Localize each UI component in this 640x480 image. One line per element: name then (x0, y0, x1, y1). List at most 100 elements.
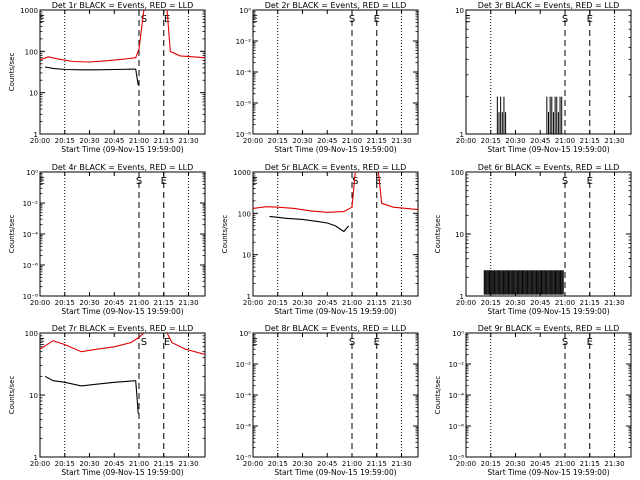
y-tick-label: 10⁻² (449, 361, 465, 369)
marker-e: E (375, 176, 381, 187)
marker-e: E (38, 14, 44, 25)
x-tick-label: 20:15 (55, 299, 75, 307)
x-axis-label: Start Time (09-Nov-15 19:59:00) (61, 307, 183, 316)
x-tick-label: 21:15 (580, 137, 600, 145)
x-tick-label: 21:30 (391, 299, 411, 307)
x-axis-label: Start Time (09-Nov-15 19:59:00) (487, 468, 609, 477)
y-tick-label: 10⁰ (26, 169, 38, 177)
x-tick-label: 20:00 (30, 137, 50, 145)
events-series-line (44, 375, 136, 387)
x-tick-label: 21:00 (555, 137, 575, 145)
x-tick-label: 21:15 (154, 137, 174, 145)
marker-e: E (587, 176, 593, 187)
marker-s: S (562, 14, 568, 25)
marker-e: E (374, 14, 380, 25)
marker-e: E (587, 14, 593, 25)
y-tick-label: 10⁻⁶ (236, 100, 252, 108)
y-tick-label: 10 (455, 7, 464, 15)
y-tick-label: 10⁻⁶ (449, 423, 465, 431)
marker-s: S (352, 176, 358, 187)
chart-title: Det 1r BLACK = Events, RED = LLD (52, 1, 194, 10)
y-tick-label: 10 (29, 90, 38, 98)
y-tick-label: 1 (34, 131, 38, 139)
x-tick-label: 20:45 (317, 460, 337, 468)
chart-panel-6: Det 6r BLACK = Events, RED = LLD 20:00 20:… (434, 163, 632, 316)
series-layer (483, 270, 564, 295)
marker-e: E (251, 176, 257, 187)
x-tick-label: 21:15 (580, 460, 600, 468)
chart-panel-1: Det 1r BLACK = Events, RED = LLD 20:00 20:… (8, 1, 206, 154)
x-tick-label: 21:00 (555, 299, 575, 307)
x-tick-label: 20:30 (505, 299, 525, 307)
x-tick-label: 21:15 (367, 460, 387, 468)
x-tick-label: 20:00 (243, 137, 263, 145)
y-tick-label: 10⁻⁴ (236, 69, 252, 77)
y-tick-label: 10 (29, 392, 38, 400)
x-axis-label: Start Time (09-Nov-15 19:59:00) (274, 468, 396, 477)
x-tick-label: 21:30 (178, 137, 198, 145)
chart-panel-9: Det 9r BLACK = Events, RED = LLD 20:00 20:… (434, 324, 632, 477)
marker-s: S (562, 337, 568, 348)
x-tick-label: 21:30 (604, 460, 624, 468)
x-tick-label: 20:45 (530, 137, 550, 145)
x-tick-label: 20:15 (268, 460, 288, 468)
y-axis-label: Counts/sec (221, 215, 229, 254)
marker-s: S (562, 176, 568, 187)
events-series-line (135, 69, 139, 86)
chart-title: Det 6r BLACK = Events, RED = LLD (478, 163, 620, 172)
y-tick-label: 100 (238, 210, 251, 218)
y-tick-label: 100 (25, 330, 38, 338)
x-tick-label: 20:30 (505, 460, 525, 468)
x-tick-label: 20:00 (243, 299, 263, 307)
x-tick-label: 20:00 (456, 299, 476, 307)
marker-e: E (38, 176, 44, 187)
y-tick-label: 1000 (233, 169, 251, 177)
x-axis-label: Start Time (09-Nov-15 19:59:00) (61, 468, 183, 477)
y-axis-label: Counts/sec (8, 215, 16, 254)
marker-e: E (251, 337, 257, 348)
y-axis-label: Counts/sec (8, 53, 16, 92)
marker-e: E (251, 14, 257, 25)
marker-s: S (136, 176, 142, 187)
chart-title: Det 4r BLACK = Events, RED = LLD (52, 163, 194, 172)
x-tick-label: 20:45 (104, 137, 124, 145)
lld-series-line (166, 333, 205, 356)
x-tick-label: 21:00 (129, 137, 149, 145)
series-layer (40, 10, 205, 86)
x-tick-label: 20:45 (317, 137, 337, 145)
y-axis-label: Counts/sec (434, 376, 442, 415)
y-tick-label: 10⁰ (452, 330, 464, 338)
x-tick-label: 20:00 (30, 299, 50, 307)
events-series-line (269, 215, 350, 233)
x-axis-label: Start Time (09-Nov-15 19:59:00) (487, 307, 609, 316)
y-axis-label: Counts/sec (434, 215, 442, 254)
y-tick-label: 1 (247, 293, 251, 301)
marker-s: S (141, 14, 147, 25)
chart-panel-2: Det 2r BLACK = Events, RED = LLD 20:00 20:… (236, 1, 419, 154)
events-series-line (44, 66, 136, 71)
marker-e: E (587, 337, 593, 348)
x-tick-label: 20:45 (530, 299, 550, 307)
marker-e: E (164, 337, 170, 348)
marker-e: E (38, 337, 44, 348)
y-tick-label: 10 (242, 252, 251, 260)
x-tick-label: 21:00 (555, 460, 575, 468)
x-tick-label: 21:15 (580, 299, 600, 307)
y-tick-label: 10⁻² (236, 361, 252, 369)
lld-series-line (40, 10, 145, 63)
x-tick-label: 20:45 (317, 299, 337, 307)
x-tick-label: 20:15 (481, 299, 501, 307)
y-tick-label: 10⁻⁸ (236, 131, 252, 139)
marker-e: E (164, 14, 170, 25)
events-series-line (135, 380, 139, 414)
marker-e: E (464, 14, 470, 25)
x-tick-label: 20:30 (79, 460, 99, 468)
x-tick-label: 21:15 (367, 137, 387, 145)
x-tick-label: 20:00 (456, 137, 476, 145)
x-tick-label: 21:30 (178, 299, 198, 307)
y-tick-label: 10⁻⁴ (23, 231, 39, 239)
x-tick-label: 21:00 (342, 299, 362, 307)
y-tick-label: 10⁻⁴ (449, 392, 465, 400)
x-tick-label: 20:15 (55, 460, 75, 468)
y-tick-label: 10⁻² (23, 200, 39, 208)
